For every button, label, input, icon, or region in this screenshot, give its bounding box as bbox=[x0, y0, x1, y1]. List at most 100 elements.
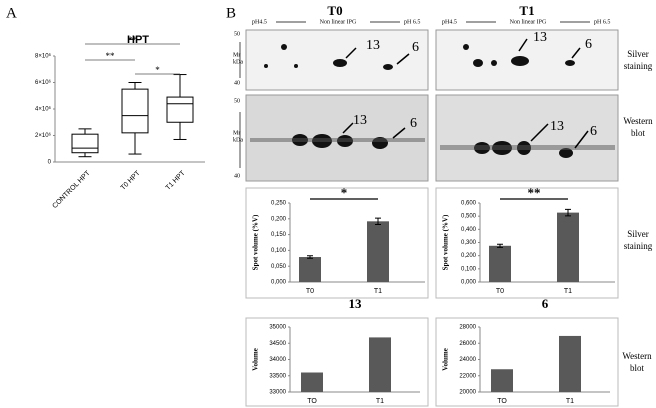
bar bbox=[367, 221, 389, 282]
blot-images bbox=[239, 21, 619, 182]
panel-frame bbox=[435, 317, 619, 407]
panel-frame bbox=[435, 187, 619, 299]
spot-label: 6 bbox=[590, 124, 597, 139]
row-label: Western bbox=[623, 116, 653, 126]
y-tick-label: 0 bbox=[48, 160, 52, 166]
row-label: blot bbox=[631, 128, 646, 138]
x-tick-label: TO bbox=[497, 398, 507, 405]
ph-label: pH4.5 bbox=[252, 19, 267, 25]
row-label: blot bbox=[630, 363, 645, 373]
error-bar bbox=[497, 243, 503, 248]
mr-label: Mr bbox=[233, 52, 240, 58]
mr-label: Mr bbox=[233, 130, 240, 136]
bar bbox=[557, 212, 579, 282]
row-label: staining bbox=[624, 241, 653, 251]
panel-frame bbox=[245, 187, 429, 299]
row-label: Silver bbox=[627, 49, 649, 59]
y-tick-label: 0,100 bbox=[461, 266, 477, 272]
y-tick-label: 0,250 bbox=[271, 201, 287, 207]
row-label: Silver bbox=[627, 229, 649, 239]
y-tick-label: 33500 bbox=[269, 373, 286, 379]
bar bbox=[489, 245, 511, 282]
x-tick-label: TO bbox=[307, 398, 317, 405]
error-bar bbox=[375, 217, 381, 225]
y-tick-label: 26000 bbox=[459, 341, 476, 347]
y-tick-label: 0,150 bbox=[271, 232, 287, 238]
mw-label: 50 bbox=[234, 98, 240, 104]
y-tick-label: 0,400 bbox=[461, 227, 477, 233]
significance-label: ** bbox=[128, 35, 138, 45]
significance-label: * bbox=[341, 185, 348, 200]
bar bbox=[301, 372, 323, 392]
x-tick-label: T1 bbox=[566, 398, 574, 405]
mw-label: 50 bbox=[234, 31, 240, 37]
ipg-label: Non linear IPG bbox=[320, 19, 357, 25]
y-tick-label: 0,600 bbox=[461, 201, 477, 207]
spot-label: 13 bbox=[353, 113, 367, 128]
bar bbox=[299, 257, 321, 282]
column-label: T0 bbox=[327, 3, 342, 18]
spot-label: 13 bbox=[533, 30, 547, 45]
y-tick-label: 0,100 bbox=[271, 248, 287, 254]
panel-label: B bbox=[226, 5, 236, 21]
x-tick-label: T0 HPT bbox=[120, 169, 143, 192]
y-tick-label: 0,000 bbox=[271, 280, 287, 286]
y-tick-label: 20000 bbox=[459, 390, 476, 396]
y-tick-label: 0,050 bbox=[271, 264, 287, 270]
spot-label: 13 bbox=[550, 119, 564, 134]
y-tick-label: 2×10⁶ bbox=[35, 132, 52, 139]
box bbox=[71, 133, 99, 154]
panel-frame bbox=[245, 317, 429, 407]
ipg-label: Non linear IPG bbox=[510, 19, 547, 25]
chart-title: 13 bbox=[349, 296, 363, 311]
spot-label: 6 bbox=[410, 116, 417, 131]
y-tick-label: 4×10⁶ bbox=[35, 106, 52, 113]
mr-label: kDa bbox=[233, 59, 243, 65]
y-tick-label: 33000 bbox=[269, 390, 286, 396]
y-axis-label: Spot volume (%V) bbox=[252, 214, 260, 270]
y-tick-label: 34500 bbox=[269, 341, 286, 347]
y-tick-label: 0,300 bbox=[461, 240, 477, 246]
spot-label: 6 bbox=[412, 40, 419, 55]
ph-label: pH4.5 bbox=[442, 19, 457, 25]
mr-label: kDa bbox=[233, 137, 243, 143]
box bbox=[121, 88, 149, 134]
y-axis-label: Volume bbox=[252, 348, 260, 371]
row-label: Western bbox=[622, 351, 652, 361]
x-tick-label: T1 bbox=[374, 288, 382, 295]
chart-title: 6 bbox=[542, 296, 549, 311]
y-tick-label: 0,200 bbox=[271, 216, 287, 222]
row-label: staining bbox=[624, 61, 653, 71]
y-tick-label: 0,500 bbox=[461, 214, 477, 220]
ph-label: pH 6.5 bbox=[404, 19, 420, 25]
error-bar bbox=[307, 255, 313, 259]
spot-label: 13 bbox=[366, 38, 380, 53]
x-tick-label: T1 bbox=[564, 288, 572, 295]
bar bbox=[559, 335, 581, 392]
bar bbox=[369, 337, 391, 392]
y-tick-label: 22000 bbox=[459, 373, 476, 379]
significance-label: ** bbox=[528, 185, 541, 200]
error-bar bbox=[565, 208, 571, 217]
chart-title: HPT bbox=[127, 34, 149, 46]
y-tick-label: 8×10⁶ bbox=[35, 53, 52, 60]
x-tick-label: CONTROL HPT bbox=[51, 169, 92, 210]
spot-label: 6 bbox=[585, 37, 592, 52]
y-tick-label: 6×10⁶ bbox=[35, 79, 52, 86]
y-axis-label: Volume bbox=[442, 348, 450, 371]
panel-label: A bbox=[6, 5, 17, 21]
x-tick-label: T1 bbox=[376, 398, 384, 405]
y-tick-label: 34000 bbox=[269, 357, 286, 363]
significance-label: ** bbox=[106, 51, 116, 61]
y-tick-label: 0,000 bbox=[461, 280, 477, 286]
mw-label: 40 bbox=[234, 173, 240, 179]
bar bbox=[491, 369, 513, 392]
y-tick-label: 35000 bbox=[269, 325, 286, 331]
significance-label: * bbox=[155, 65, 160, 75]
y-tick-label: 24000 bbox=[459, 357, 476, 363]
ph-label: pH 6.5 bbox=[594, 19, 610, 25]
y-tick-label: 28000 bbox=[459, 325, 476, 331]
y-axis-label: Spot volume (%V) bbox=[442, 214, 450, 270]
